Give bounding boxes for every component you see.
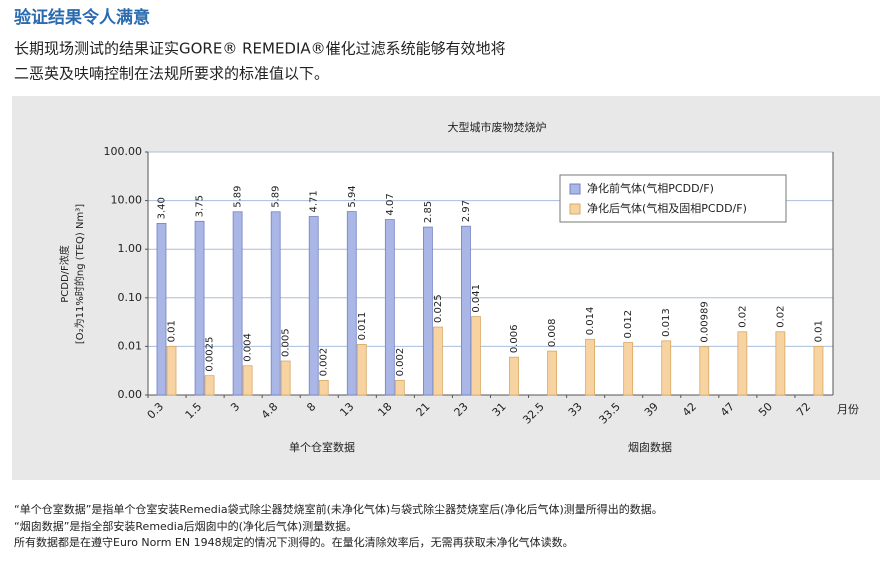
bar [384, 219, 395, 396]
y-axis-label: PCDD/F浓度 [58, 245, 71, 303]
group-label: 单个仓室数据 [289, 440, 355, 454]
legend-label: 净化后气体(气相及固相PCDD/F) [587, 201, 747, 215]
legend-swatch [569, 183, 581, 195]
legend-box [559, 174, 787, 223]
value-label: 0.002 [395, 348, 406, 377]
bar [394, 379, 405, 396]
y-tick-label: 1.00 [118, 242, 143, 255]
value-label: 0.02 [775, 306, 786, 328]
value-label: 0.012 [623, 310, 634, 339]
bar [156, 222, 167, 396]
bar [194, 220, 205, 396]
footnote: 所有数据都是在遵守Euro Norm EN 1948规定的情况下测得的。在量化清… [14, 535, 574, 549]
bar [461, 225, 471, 396]
value-label: 0.011 [357, 312, 368, 341]
value-label: 0.025 [433, 294, 444, 323]
value-label: 0.01 [167, 320, 178, 342]
y-tick-label: 0.10 [118, 291, 143, 304]
value-label: 2.97 [461, 200, 472, 222]
bar [585, 338, 596, 396]
bar [318, 379, 329, 396]
value-label: 0.0025 [205, 337, 216, 372]
x-axis-label: 月份 [837, 403, 859, 416]
value-label: 0.004 [243, 333, 254, 362]
value-label: 0.013 [661, 308, 672, 337]
y-tick-label: 100.00 [104, 145, 143, 158]
page-title: 验证结果令人满意 [14, 7, 150, 28]
bar [509, 356, 519, 396]
intro-line: 长期现场测试的结果证实GORE® REMEDIA®催化过滤系统能够有效地将 [14, 40, 506, 58]
value-label: 0.041 [471, 284, 482, 313]
intro-line: 二恶英及呋喃控制在法规所要求的标准值以下。 [14, 65, 329, 83]
value-label: 0.01 [813, 320, 824, 342]
group-label: 烟囱数据 [628, 440, 672, 454]
value-label: 4.07 [385, 193, 396, 215]
bar [356, 343, 367, 396]
bar [547, 350, 557, 396]
value-label: 0.006 [509, 325, 520, 354]
value-label: 0.008 [547, 318, 558, 347]
value-label: 0.002 [319, 348, 330, 377]
bar [422, 226, 433, 396]
bar [346, 211, 357, 396]
value-label: 3.75 [195, 195, 206, 217]
bar [204, 375, 215, 396]
value-label: 5.89 [271, 186, 282, 208]
bar [242, 365, 253, 396]
bar [661, 340, 672, 396]
value-label: 5.94 [347, 185, 358, 207]
bar [270, 211, 281, 396]
bar [280, 360, 291, 396]
legend-label: 净化前气体(气相PCDD/F) [587, 181, 714, 195]
y-tick-label: 0.01 [118, 339, 143, 352]
bar [308, 216, 319, 396]
value-label: 0.00989 [699, 301, 710, 342]
footnote: “单个仓室数据”是指单个仓室安装Remedia袋式除尘器焚烧室前(未净化气体)与… [14, 502, 663, 516]
value-label: 2.85 [423, 201, 434, 223]
value-label: 4.71 [309, 190, 320, 212]
bar [471, 316, 481, 396]
y-axis-label: [O₂为11%时的ng (TEQ) Nm³] [73, 204, 86, 344]
chart-title: 大型城市废物焚烧炉 [448, 120, 547, 134]
legend-swatch [569, 203, 581, 215]
value-label: 0.005 [281, 328, 292, 357]
y-tick-label: 10.00 [111, 194, 143, 207]
bar [623, 342, 634, 396]
footnote: “烟囱数据”是指全部安装Remedia后烟囱中的(净化后气体)测量数据。 [14, 519, 357, 533]
value-label: 5.89 [233, 186, 244, 208]
bar [232, 211, 243, 396]
bar [166, 345, 177, 396]
value-label: 0.014 [585, 307, 596, 336]
value-label: 0.02 [737, 306, 748, 328]
bar [813, 345, 824, 396]
value-label: 3.40 [157, 197, 168, 219]
bar [699, 346, 710, 396]
bar [737, 331, 748, 396]
bar [432, 326, 443, 396]
bar [775, 331, 786, 396]
y-tick-label: 0.00 [118, 388, 143, 401]
